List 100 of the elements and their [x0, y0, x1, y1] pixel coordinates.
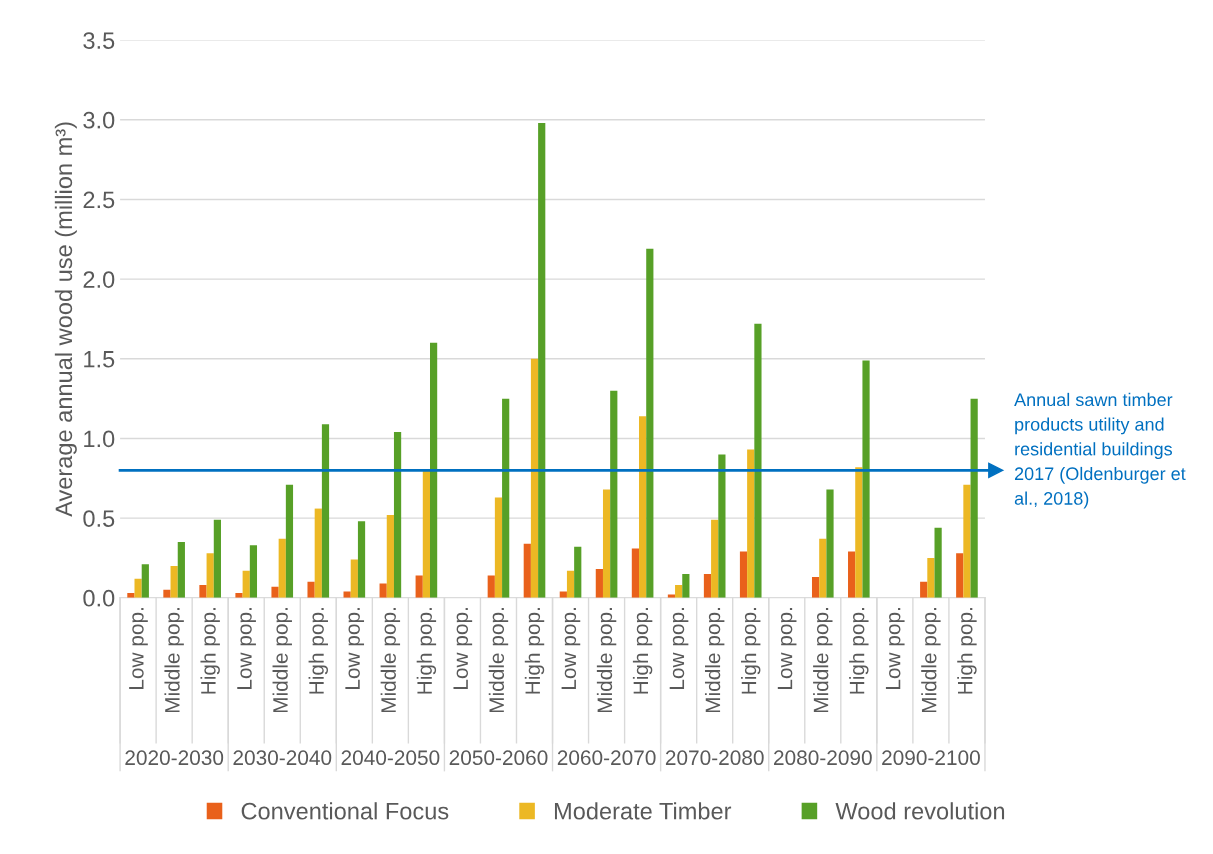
y-tick-label: 0.0 — [83, 589, 115, 607]
bar — [357, 521, 366, 598]
bar — [379, 583, 387, 598]
text: 2020-2030 — [125, 750, 224, 766]
bar — [631, 548, 640, 598]
bar — [415, 575, 423, 598]
bar — [422, 470, 430, 598]
bar — [595, 569, 603, 598]
bar — [754, 323, 762, 598]
bar — [177, 542, 185, 598]
ref-line-label: Annual sawn timber products utility and residential buildings 2017 (Oldenburger et al., 2018) — [1014, 392, 1186, 509]
bar — [314, 508, 322, 598]
bar — [855, 467, 863, 598]
bar — [610, 390, 618, 598]
x-tick-label: Middle pop. — [164, 608, 184, 713]
bar — [682, 573, 690, 598]
bar — [386, 514, 394, 598]
bar — [321, 424, 330, 598]
x-tick-label: High pop. — [200, 608, 220, 694]
x-tick-label: Low pop. — [237, 608, 256, 689]
bar — [430, 342, 438, 598]
bar — [819, 538, 827, 598]
legend-label: Moderate Timber — [554, 802, 732, 820]
x-tick-label: High pop. — [308, 608, 328, 694]
y-tick-label: 2.5 — [83, 191, 115, 209]
bar — [646, 248, 654, 598]
y-tick-label: 1.0 — [84, 430, 115, 448]
x-tick-label: Low pop. — [669, 608, 689, 689]
bar — [963, 484, 971, 598]
bar — [747, 449, 755, 598]
x-tick-label: Middle pop. — [704, 608, 725, 713]
x-tick-label: High pop. — [632, 608, 653, 694]
x-tick-label: Middle pop. — [921, 608, 941, 713]
text: 2090-2100 — [882, 750, 980, 766]
bar — [285, 484, 294, 598]
bar — [393, 432, 402, 598]
bar — [343, 591, 351, 598]
bar — [494, 497, 503, 598]
bar — [920, 581, 928, 598]
bar — [639, 416, 647, 598]
bar — [206, 553, 214, 598]
bar — [811, 577, 820, 598]
y-tick-label: 3.0 — [83, 111, 115, 129]
bar — [956, 553, 964, 598]
bar — [213, 519, 221, 598]
x-tick-label: Low pop. — [777, 608, 797, 689]
x-tick-label: Low pop. — [345, 608, 365, 689]
text: 2060-2070 — [557, 750, 656, 766]
x-tick-label: High pop. — [524, 608, 545, 694]
bar — [523, 543, 531, 598]
bar — [538, 122, 546, 598]
bar — [675, 585, 683, 598]
legend-label: Wood revolution — [835, 802, 1005, 820]
text: 2030-2040 — [233, 750, 332, 766]
x-tick-label: High pop. — [957, 608, 977, 694]
y-tick-label: 3.5 — [83, 32, 115, 49]
bar — [711, 519, 719, 598]
bar — [718, 454, 726, 598]
text: 2040-2050 — [341, 750, 440, 766]
bar — [602, 489, 611, 598]
text: 2050-2060 — [449, 750, 548, 766]
bar — [862, 360, 870, 598]
y-tick-label: 2.0 — [83, 271, 115, 288]
bar — [559, 591, 567, 598]
text: 2080-2090 — [774, 750, 872, 766]
bar — [134, 578, 142, 598]
y-axis-title: Average annual wood use (million m³) — [54, 122, 77, 517]
bar — [249, 545, 258, 598]
bar — [163, 589, 171, 598]
x-tick-label: Middle pop. — [813, 608, 833, 713]
x-tick-label: High pop. — [741, 608, 761, 694]
x-tick-label: Low pop. — [453, 608, 473, 689]
bar — [826, 489, 834, 598]
bar — [530, 358, 539, 598]
bar — [350, 559, 358, 598]
bar — [141, 564, 149, 598]
bar — [235, 593, 243, 598]
x-tick-label: Middle pop. — [272, 608, 292, 713]
bar — [934, 527, 942, 598]
y-tick-label: 0.5 — [83, 510, 115, 527]
x-tick-label: Low pop. — [885, 608, 905, 689]
x-tick-label: Middle pop. — [596, 608, 617, 713]
bar — [127, 593, 135, 598]
bar — [307, 581, 315, 598]
legend-label: Conventional Focus — [241, 802, 449, 820]
bar — [278, 538, 286, 598]
bar — [487, 575, 495, 598]
x-tick-label: High pop. — [849, 608, 869, 694]
bar — [199, 585, 207, 598]
bar — [703, 573, 712, 598]
bar — [574, 546, 582, 598]
y-tick-label: 1.5 — [84, 351, 115, 368]
x-tick-label: High pop. — [416, 608, 437, 694]
x-tick-label: Middle pop. — [488, 608, 509, 713]
bar — [848, 551, 856, 598]
bar — [502, 398, 510, 598]
bar — [566, 570, 575, 598]
text: 2070-2080 — [665, 750, 764, 766]
bar — [739, 551, 748, 598]
x-tick-label: Low pop. — [129, 608, 148, 689]
